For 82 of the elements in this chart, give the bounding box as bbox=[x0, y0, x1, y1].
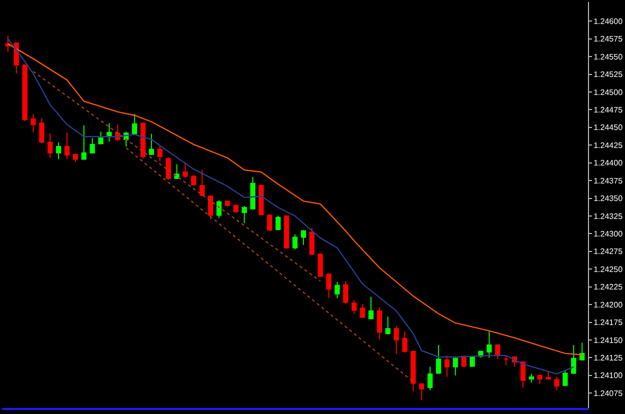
candlestick bbox=[166, 156, 171, 180]
candlestick bbox=[56, 142, 62, 160]
candlestick bbox=[182, 162, 188, 178]
candlestick bbox=[106, 122, 112, 142]
candlestick bbox=[39, 118, 44, 144]
y-tick-label: 1.24500 bbox=[594, 88, 624, 97]
candlestick bbox=[200, 169, 205, 197]
y-tick-label: 1.24550 bbox=[594, 52, 624, 62]
candlestick bbox=[292, 234, 298, 250]
candlestick bbox=[276, 215, 281, 231]
candlestick bbox=[72, 153, 78, 163]
candlestick bbox=[258, 184, 264, 216]
candlestick bbox=[368, 296, 374, 320]
candlestick bbox=[352, 300, 357, 314]
candlestick bbox=[22, 64, 28, 122]
candlestick bbox=[410, 350, 416, 392]
y-tick-label: 1.24400 bbox=[594, 158, 624, 168]
y-tick-label: 1.24300 bbox=[594, 230, 624, 238]
y-tick-label: 1.24450 bbox=[594, 123, 624, 132]
y-tick-label: 1.24325 bbox=[594, 212, 624, 221]
y-tick-label: 1.24225 bbox=[594, 282, 624, 292]
candlestick bbox=[191, 174, 196, 186]
candlestick bbox=[334, 281, 340, 299]
y-tick-label: 1.24525 bbox=[594, 70, 624, 80]
candlestick bbox=[376, 306, 382, 340]
candlestick bbox=[554, 376, 560, 391]
candlestick bbox=[452, 356, 458, 376]
candlestick bbox=[300, 230, 306, 246]
candlestick bbox=[224, 200, 230, 208]
candlestick bbox=[402, 330, 408, 354]
candlestick bbox=[132, 113, 138, 135]
y-tick-label: 1.24575 bbox=[594, 34, 624, 44]
candlestick bbox=[419, 382, 424, 401]
candlestick bbox=[326, 272, 332, 299]
candlestick bbox=[242, 206, 247, 224]
candlestick bbox=[90, 138, 95, 154]
y-tick-label: 1.24375 bbox=[594, 176, 624, 186]
candlestick bbox=[436, 344, 442, 374]
candlestick bbox=[250, 176, 256, 210]
candlestick bbox=[98, 131, 104, 145]
candlestick bbox=[546, 370, 551, 380]
candlestick bbox=[157, 144, 162, 162]
candlestick bbox=[233, 204, 238, 213]
candlestick bbox=[537, 374, 542, 384]
y-tick-label: 1.24200 bbox=[594, 300, 624, 310]
candlestick bbox=[309, 228, 314, 256]
candlestick bbox=[318, 252, 323, 278]
y-tick-label: 1.24250 bbox=[594, 264, 624, 274]
candlestick bbox=[148, 133, 154, 156]
y-tick-label: 1.24275 bbox=[594, 247, 624, 256]
y-tick-label: 1.24425 bbox=[594, 140, 624, 150]
candlestick bbox=[571, 344, 576, 374]
candlestick bbox=[360, 303, 366, 319]
candlestick bbox=[174, 164, 180, 180]
candlestick bbox=[394, 325, 399, 355]
candlestick bbox=[580, 342, 585, 362]
y-tick-label: 1.24350 bbox=[594, 194, 624, 204]
candlestick bbox=[81, 124, 86, 160]
y-tick-label: 1.24175 bbox=[594, 318, 624, 328]
candlestick bbox=[520, 360, 526, 388]
candlestick bbox=[284, 214, 290, 250]
candlestick bbox=[444, 355, 450, 378]
candlestick bbox=[385, 316, 390, 335]
candlestick bbox=[64, 132, 70, 160]
candlestick bbox=[30, 113, 36, 133]
y-tick-label: 1.24475 bbox=[594, 106, 624, 114]
y-tick-label: 1.24150 bbox=[594, 336, 624, 345]
y-tick-label: 1.24100 bbox=[594, 371, 624, 380]
candlestick bbox=[562, 370, 568, 387]
candlestick bbox=[504, 355, 509, 366]
candlestick bbox=[48, 132, 53, 158]
candlestick bbox=[140, 122, 146, 160]
candlestick bbox=[216, 200, 222, 219]
candlestick bbox=[208, 194, 214, 220]
candlestick bbox=[343, 280, 348, 304]
y-tick-label: 1.24125 bbox=[594, 353, 624, 362]
candlestick bbox=[528, 373, 534, 383]
y-tick-label: 1.24600 bbox=[594, 16, 624, 26]
candlestick bbox=[486, 330, 492, 358]
candlestick bbox=[428, 366, 433, 391]
y-tick-label: 1.24075 bbox=[594, 388, 624, 398]
candlestick bbox=[267, 213, 272, 232]
